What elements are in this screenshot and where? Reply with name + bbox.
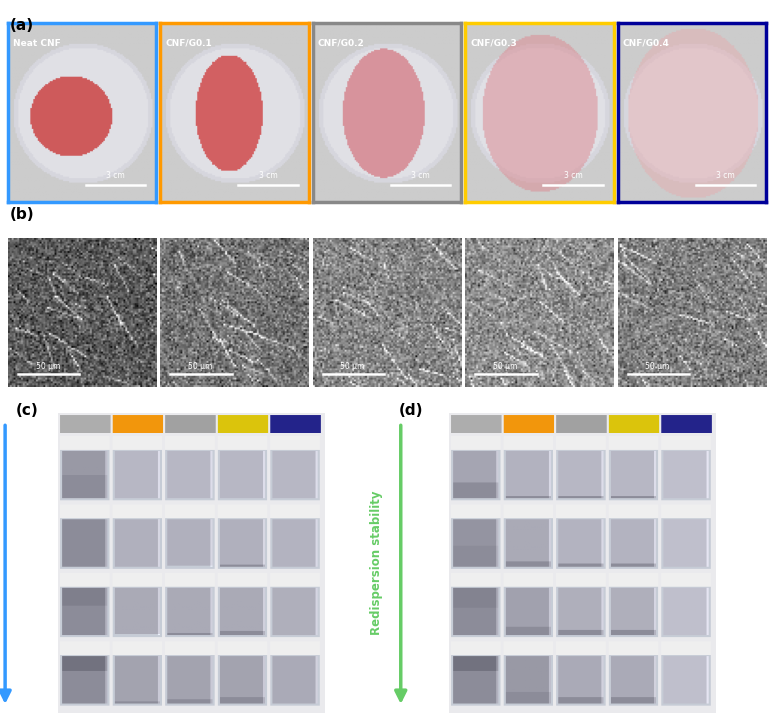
Text: 3 cm: 3 cm <box>716 171 735 180</box>
Text: Redispersion stability: Redispersion stability <box>370 491 383 635</box>
Text: (b): (b) <box>9 207 34 222</box>
Text: 50 μm: 50 μm <box>36 361 60 371</box>
Text: CNF/G0.4: CNF/G0.4 <box>623 39 670 48</box>
Text: 50 μm: 50 μm <box>493 361 517 371</box>
Text: 3 cm: 3 cm <box>106 171 125 180</box>
Text: 50 μm: 50 μm <box>646 361 670 371</box>
Text: 50 μm: 50 μm <box>341 361 365 371</box>
Text: 3 cm: 3 cm <box>411 171 430 180</box>
Text: CNF/G0.3: CNF/G0.3 <box>471 39 517 48</box>
Text: (c): (c) <box>15 403 38 418</box>
Text: (d): (d) <box>399 403 423 418</box>
Text: 50 μm: 50 μm <box>188 361 212 371</box>
Text: (a): (a) <box>9 18 33 33</box>
Text: 3 cm: 3 cm <box>563 171 582 180</box>
Text: CNF/G0.1: CNF/G0.1 <box>166 39 212 48</box>
Text: CNF/G0.2: CNF/G0.2 <box>318 39 365 48</box>
Text: Neat CNF: Neat CNF <box>13 39 60 48</box>
Text: 3 cm: 3 cm <box>259 171 277 180</box>
